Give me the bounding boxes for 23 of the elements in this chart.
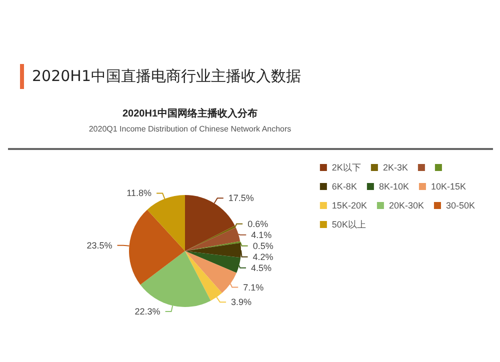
data-label: 0.5% [252,240,274,251]
legend-label: 15K-20K [332,200,367,210]
data-label: 4.5% [250,262,272,273]
data-label: 22.3% [134,306,160,316]
legend-label: 2K-3K [382,162,408,172]
legend-label: 30-50K [446,200,476,210]
chart-subtitle: 2020H1中国网络主播收入分布 [122,108,258,120]
chart-title: 2020H1中国直播电商行业主播收入数据 [32,66,301,87]
legend-label: 50K以上 [332,220,366,230]
data-label: 4.1% [251,230,272,240]
legend-label: 8K-10K [378,182,409,192]
data-label: 0.6% [248,218,268,229]
legend-label: 20K-30K [388,200,424,210]
data-label: 3.9% [231,297,252,308]
data-label: 23.5% [86,240,112,250]
legend-label: 10K-15K [430,182,466,192]
data-label: 11.8% [126,188,152,198]
data-label: 7.1% [243,282,264,292]
legend-label: 6K-8K [332,182,357,192]
text: 2020Q1 Income Distribution of Chinese Network Anchors [88,124,292,134]
legend-label: 2K以下 [332,162,361,172]
data-label: 4.2% [252,252,274,262]
data-label: 17.5% [228,193,254,204]
